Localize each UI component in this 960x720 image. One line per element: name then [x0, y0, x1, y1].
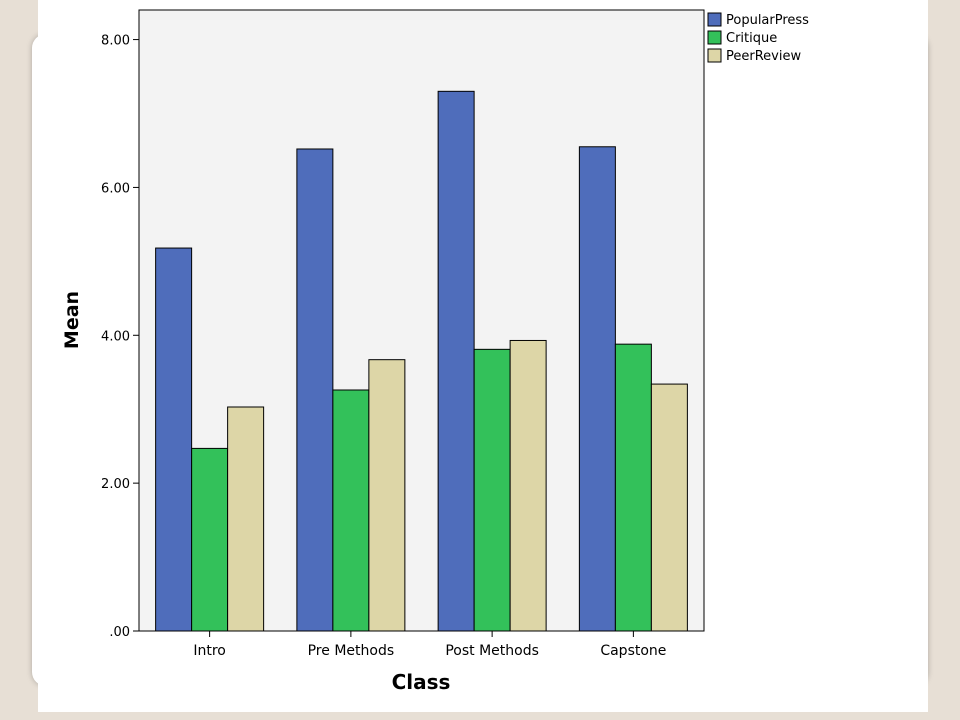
bar-peerreview-capstone: [650, 383, 688, 632]
bar-peerreview-post-methods: [509, 339, 547, 632]
legend: PopularPress Critique PeerReview: [707, 12, 809, 64]
y-axis-label: Mean: [61, 291, 83, 349]
y-axis: .00 2.00 4.00 6.00 8.00: [101, 34, 139, 640]
bar-critique-capstone: [614, 343, 652, 632]
legend-label-peerreview: PeerReview: [726, 49, 801, 64]
x-tick-label: Intro: [193, 643, 226, 659]
x-tick-label: Pre Methods: [308, 643, 395, 659]
y-tick-label: 8.00: [101, 34, 130, 49]
bar-popularpress-post-methods: [437, 90, 475, 632]
y-tick-label: .00: [109, 625, 130, 640]
bar-critique-post-methods: [473, 348, 511, 632]
bar-peerreview-pre-methods: [368, 359, 406, 632]
legend-swatch-peerreview: [707, 48, 722, 63]
y-tick-label: 6.00: [101, 181, 130, 196]
legend-label-critique: Critique: [726, 31, 777, 46]
bar-popularpress-capstone: [578, 146, 616, 632]
bar-popularpress-pre-methods: [296, 148, 334, 632]
bar-popularpress-intro: [155, 247, 193, 632]
y-tick-label: 4.00: [101, 329, 130, 344]
x-tick-label: Post Methods: [445, 643, 539, 659]
legend-swatch-popularpress: [707, 12, 722, 27]
x-axis-label: Class: [392, 670, 451, 694]
y-tick-label: 2.00: [101, 477, 130, 492]
x-axis: Intro Pre Methods Post Methods Capstone: [193, 631, 666, 659]
bars-group: [155, 90, 688, 632]
bar-peerreview-intro: [227, 406, 265, 632]
legend-label-popularpress: PopularPress: [726, 13, 809, 28]
bar-critique-pre-methods: [332, 389, 370, 632]
legend-swatch-critique: [707, 30, 722, 45]
x-tick-label: Capstone: [600, 643, 666, 659]
bar-critique-intro: [191, 447, 229, 632]
